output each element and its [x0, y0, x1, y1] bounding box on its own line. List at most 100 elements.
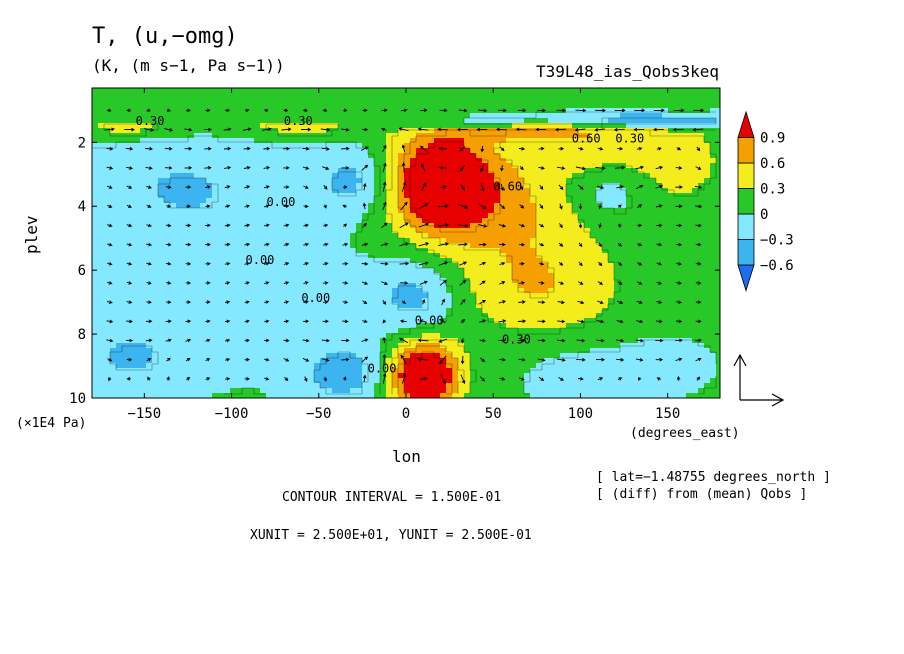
heatmap-cell — [452, 233, 459, 239]
heatmap-cell — [266, 278, 273, 284]
heatmap-cell — [308, 383, 315, 389]
heatmap-cell — [116, 183, 123, 189]
heatmap-cell — [176, 308, 183, 314]
heatmap-cell — [398, 138, 405, 144]
heatmap-cell — [278, 168, 285, 174]
heatmap-cell — [104, 258, 111, 264]
heatmap-cell — [188, 353, 195, 359]
heatmap-cell — [230, 93, 237, 99]
heatmap-cell — [242, 173, 249, 179]
heatmap-cell — [488, 328, 495, 334]
heatmap-cell — [158, 93, 165, 99]
heatmap-cell — [122, 198, 129, 204]
heatmap-cell — [458, 138, 465, 144]
heatmap-cell — [404, 123, 411, 129]
heatmap-cell — [464, 353, 471, 359]
heatmap-cell — [464, 183, 471, 189]
heatmap-cell — [482, 283, 489, 289]
heatmap-cell — [320, 338, 327, 344]
heatmap-cell — [542, 213, 549, 219]
heatmap-cell — [254, 223, 261, 229]
heatmap-cell — [302, 358, 309, 364]
heatmap-cell — [140, 283, 147, 289]
heatmap-cell — [122, 258, 129, 264]
heatmap-cell — [362, 323, 369, 329]
heatmap-cell — [440, 303, 447, 309]
heatmap-cell — [500, 93, 507, 99]
heatmap-cell — [350, 338, 357, 344]
heatmap-cell — [392, 103, 399, 109]
heatmap-cell — [362, 333, 369, 339]
heatmap-cell — [242, 253, 249, 259]
heatmap-cell — [374, 253, 381, 259]
heatmap-cell — [392, 303, 399, 309]
heatmap-cell — [368, 263, 375, 269]
heatmap-cell — [488, 333, 495, 339]
heatmap-cell — [452, 363, 459, 369]
heatmap-cell — [500, 258, 507, 264]
heatmap-cell — [152, 323, 159, 329]
heatmap-cell — [206, 178, 213, 184]
heatmap-cell — [182, 223, 189, 229]
heatmap-cell — [248, 228, 255, 234]
heatmap-cell — [236, 173, 243, 179]
heatmap-cell — [230, 353, 237, 359]
heatmap-cell — [116, 363, 123, 369]
heatmap-cell — [530, 313, 537, 319]
heatmap-cell — [554, 328, 561, 334]
heatmap-cell — [116, 123, 123, 129]
heatmap-cell — [428, 298, 435, 304]
heatmap-cell — [470, 308, 477, 314]
heatmap-cell — [368, 88, 375, 94]
heatmap-cell — [410, 333, 417, 339]
heatmap-cell — [284, 343, 291, 349]
heatmap-cell — [200, 143, 207, 149]
heatmap-cell — [428, 163, 435, 169]
heatmap-cell — [500, 233, 507, 239]
heatmap-cell — [110, 303, 117, 309]
heatmap-cell — [548, 303, 555, 309]
heatmap-cell — [494, 373, 501, 379]
heatmap-cell — [140, 313, 147, 319]
heatmap-cell — [266, 183, 273, 189]
heatmap-cell — [302, 233, 309, 239]
heatmap-cell — [140, 93, 147, 99]
heatmap-cell — [464, 338, 471, 344]
heatmap-cell — [428, 203, 435, 209]
heatmap-cell — [128, 228, 135, 234]
heatmap-cell — [170, 313, 177, 319]
heatmap-cell — [386, 178, 393, 184]
heatmap-cell — [236, 218, 243, 224]
heatmap-cell — [254, 253, 261, 259]
heatmap-cell — [128, 93, 135, 99]
heatmap-cell — [266, 263, 273, 269]
heatmap-cell — [506, 368, 513, 374]
heatmap-cell — [512, 143, 519, 149]
heatmap-cell — [128, 113, 135, 119]
heatmap-cell — [296, 268, 303, 274]
heatmap-cell — [92, 128, 99, 134]
heatmap-cell — [542, 233, 549, 239]
heatmap-cell — [572, 173, 579, 179]
heatmap-cell — [116, 153, 123, 159]
heatmap-cell — [374, 268, 381, 274]
heatmap-cell — [350, 273, 357, 279]
heatmap-cell — [140, 358, 147, 364]
heatmap-cell — [332, 283, 339, 289]
heatmap-cell — [500, 263, 507, 269]
heatmap-cell — [428, 193, 435, 199]
heatmap-cell — [536, 363, 543, 369]
heatmap-cell — [374, 143, 381, 149]
heatmap-cell — [164, 168, 171, 174]
heatmap-cell — [242, 103, 249, 109]
heatmap-cell — [560, 363, 567, 369]
heatmap-cell — [134, 173, 141, 179]
heatmap-cell — [374, 323, 381, 329]
heatmap-cell — [476, 303, 483, 309]
heatmap-cell — [266, 293, 273, 299]
heatmap-cell — [572, 258, 579, 264]
heatmap-cell — [260, 183, 267, 189]
heatmap-cell — [362, 148, 369, 154]
heatmap-cell — [422, 328, 429, 334]
heatmap-cell — [464, 373, 471, 379]
